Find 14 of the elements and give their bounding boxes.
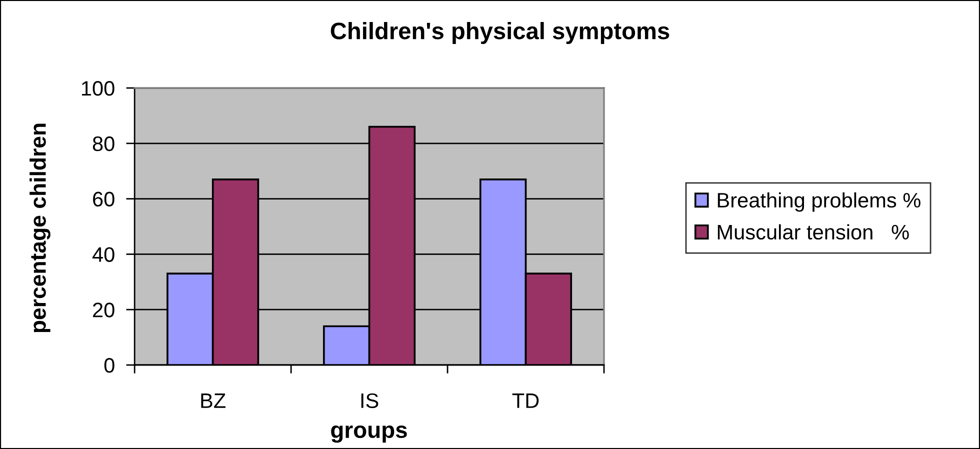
x-tick-label: IS [361, 393, 378, 408]
y-tick-label: 100 [82, 81, 114, 96]
y-tick-label: 80 [92, 136, 114, 152]
y-axis-title: percentage children [30, 124, 50, 332]
x-tick-label: TD [512, 394, 539, 408]
y-tick-label: 40 [92, 247, 114, 262]
x-tick-label: BZ [201, 394, 226, 408]
y-tick-label: 0 [104, 358, 114, 373]
y-tick-label: 20 [93, 302, 114, 318]
legend-label: Muscular tension % [718, 224, 909, 240]
chart-title: Children's physical symptoms [330, 22, 670, 44]
legend-label: Breathing problems % [718, 192, 920, 212]
y-tick-label: 60 [93, 192, 114, 207]
x-axis-title: groups [331, 425, 407, 443]
